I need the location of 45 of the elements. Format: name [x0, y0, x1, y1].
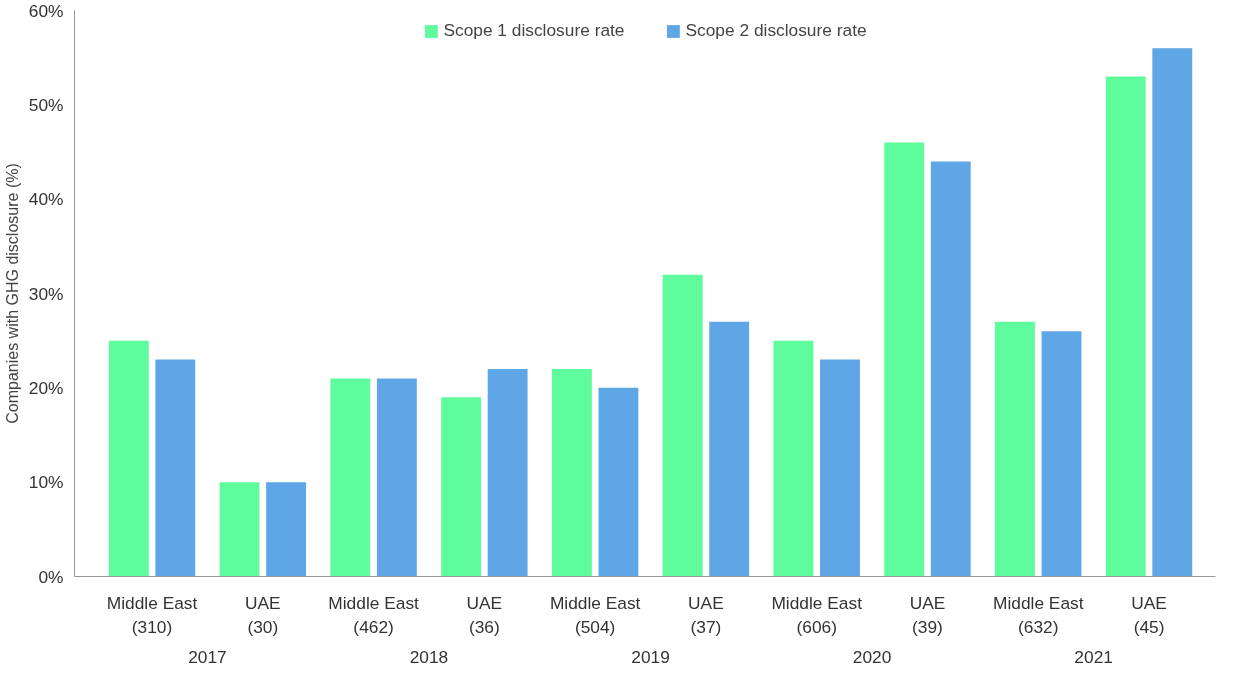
y-tick-label: 60% [28, 0, 64, 21]
bar [330, 378, 371, 577]
y-axis-title: Companies with GHG disclosure (%) [3, 163, 21, 424]
x-tick-label: UAE (37) [688, 592, 724, 637]
y-tick-label: 30% [28, 283, 64, 304]
bar [709, 321, 750, 577]
x-tick-label: UAE (36) [466, 592, 503, 637]
y-tick-label: 10% [28, 472, 64, 493]
x-tick-label: Middle East (310) [106, 592, 198, 637]
bar [1105, 76, 1146, 577]
x-tick-label: Middle East (504) [549, 592, 641, 637]
x-tick-label: UAE (39) [909, 592, 946, 637]
bar [884, 142, 925, 577]
bar [441, 397, 482, 577]
x-tick-label: Middle East (606) [771, 592, 863, 637]
bar [930, 161, 971, 577]
bar [108, 340, 149, 577]
bar [1152, 48, 1193, 577]
text: 2019 [631, 646, 670, 667]
bar [995, 321, 1035, 577]
y-tick-label: 40% [28, 189, 64, 210]
bar [662, 274, 703, 577]
legend-label: Scope 2 disclosure rate [685, 20, 867, 41]
bar [155, 359, 196, 577]
y-tick-label: 50% [28, 94, 64, 115]
text: 2018 [409, 646, 449, 667]
bar [1041, 331, 1082, 577]
bar [820, 359, 860, 577]
bar [219, 482, 260, 577]
text: 2020 [852, 646, 892, 667]
y-tick-label: 0% [38, 566, 64, 587]
x-tick-label: Middle East (462) [328, 592, 420, 637]
bar [266, 482, 307, 577]
x-tick-label: Middle East (632) [992, 592, 1084, 637]
bar [598, 387, 639, 577]
x-tick-label: UAE (45) [1131, 592, 1167, 637]
x-tick-label: UAE (30) [245, 592, 281, 637]
bar [773, 340, 814, 577]
legend-label: Scope 1 disclosure rate [443, 20, 625, 41]
bar [487, 368, 528, 577]
text: 2021 [1074, 646, 1113, 667]
text: 2017 [188, 646, 227, 667]
bar [551, 368, 592, 577]
y-tick-label: 20% [28, 377, 64, 398]
bar [376, 378, 417, 577]
